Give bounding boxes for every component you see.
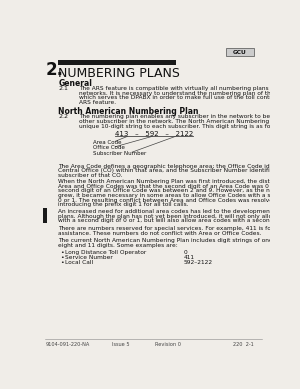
Text: Office Code: Office Code <box>93 145 125 150</box>
Text: 2.: 2. <box>45 61 63 79</box>
Text: Issue 5: Issue 5 <box>112 342 129 347</box>
Text: The numbering plan enables any subscriber in the network to be connected to any: The numbering plan enables any subscribe… <box>79 114 300 119</box>
Text: There are numbers reserved for special services. For example, 411 is for directo: There are numbers reserved for special s… <box>58 226 300 231</box>
Text: eight and 11 digits. Some examples are:: eight and 11 digits. Some examples are: <box>58 243 178 248</box>
Text: NUMBERING PLANS: NUMBERING PLANS <box>58 67 180 80</box>
FancyBboxPatch shape <box>43 209 47 223</box>
Text: Long Distance Toll Operator: Long Distance Toll Operator <box>65 250 147 255</box>
Text: The ARS feature is compatible with virtually all numbering plans employed by pub: The ARS feature is compatible with virtu… <box>79 86 300 91</box>
Text: 0: 0 <box>183 250 187 255</box>
Text: Area and Office Codes was that the second digit of an Area Code was 0 or 1 while: Area and Office Codes was that the secon… <box>58 184 300 189</box>
Text: 411: 411 <box>183 255 194 260</box>
Text: plans. Although the plan has not yet been introduced, it will not only allow off: plans. Although the plan has not yet bee… <box>58 214 300 219</box>
Text: North American Numbering Plan: North American Numbering Plan <box>58 107 199 116</box>
FancyBboxPatch shape <box>58 60 176 65</box>
Text: assistance. These numbers do not conflict with Area or Office Codes.: assistance. These numbers do not conflic… <box>58 231 262 236</box>
Text: •: • <box>60 255 64 260</box>
Text: networks. It is necessary to understand the numbering plan of the public network: networks. It is necessary to understand … <box>79 91 300 96</box>
Text: 220  2-1: 220 2-1 <box>233 342 254 347</box>
Text: introducing the prefix digit 1 for all toll calls.: introducing the prefix digit 1 for all t… <box>58 202 189 207</box>
Text: Subscriber Number: Subscriber Number <box>93 151 147 156</box>
Text: GCU: GCU <box>233 50 247 55</box>
Text: 2.1: 2.1 <box>58 86 68 91</box>
Text: unique 10-digit string to each subscriber. This digit string is as follows:: unique 10-digit string to each subscribe… <box>79 124 287 129</box>
Text: When the North American Numbering Plan was first introduced, the distinction bet: When the North American Numbering Plan w… <box>58 179 300 184</box>
Text: with a second digit of 0 or 1, but will also allow area codes with a second digi: with a second digit of 0 or 1, but will … <box>58 218 300 223</box>
Text: The Area Code defines a geographic telephone area; the Office Code identifies a: The Area Code defines a geographic telep… <box>58 164 297 169</box>
Text: grew, it became necessary in some areas to allow Office Codes with a second digi: grew, it became necessary in some areas … <box>58 193 300 198</box>
Text: Service Number: Service Number <box>65 255 113 260</box>
Text: 9104-091-220-NA: 9104-091-220-NA <box>45 342 89 347</box>
Text: other subscriber in the network. The North American Numbering Plan assigns a: other subscriber in the network. The Nor… <box>79 119 300 124</box>
Text: second digit of an Office Code was between 2 and 9. However, as the number of CO: second digit of an Office Code was betwe… <box>58 188 300 193</box>
Text: 2.2: 2.2 <box>58 114 68 119</box>
Text: 592–2122: 592–2122 <box>183 260 212 265</box>
Text: subscriber of that CO.: subscriber of that CO. <box>58 173 123 178</box>
Text: The current North American Numbering Plan includes digit strings of one, three, : The current North American Numbering Pla… <box>58 238 300 244</box>
Text: Central Office (CO) within that area, and the Subscriber Number identifies a spe: Central Office (CO) within that area, an… <box>58 168 300 173</box>
Text: which serves the DPABX in order to make full use of the toll control application: which serves the DPABX in order to make … <box>79 95 300 100</box>
Text: 413   –   592   –   2122: 413 – 592 – 2122 <box>115 131 193 137</box>
Text: An increased need for additional area codes has led to the development of new di: An increased need for additional area co… <box>58 209 300 214</box>
Text: General: General <box>58 79 92 88</box>
Text: 0 or 1. The resulting conflict between Area and Office Codes was resolved by: 0 or 1. The resulting conflict between A… <box>58 198 286 203</box>
Text: ARS feature.: ARS feature. <box>79 100 116 105</box>
Text: •: • <box>60 250 64 255</box>
Text: Local Call: Local Call <box>65 260 94 265</box>
FancyBboxPatch shape <box>226 48 254 56</box>
Text: •: • <box>60 260 64 265</box>
Text: Area Code: Area Code <box>93 140 122 145</box>
Text: Revision 0: Revision 0 <box>155 342 181 347</box>
